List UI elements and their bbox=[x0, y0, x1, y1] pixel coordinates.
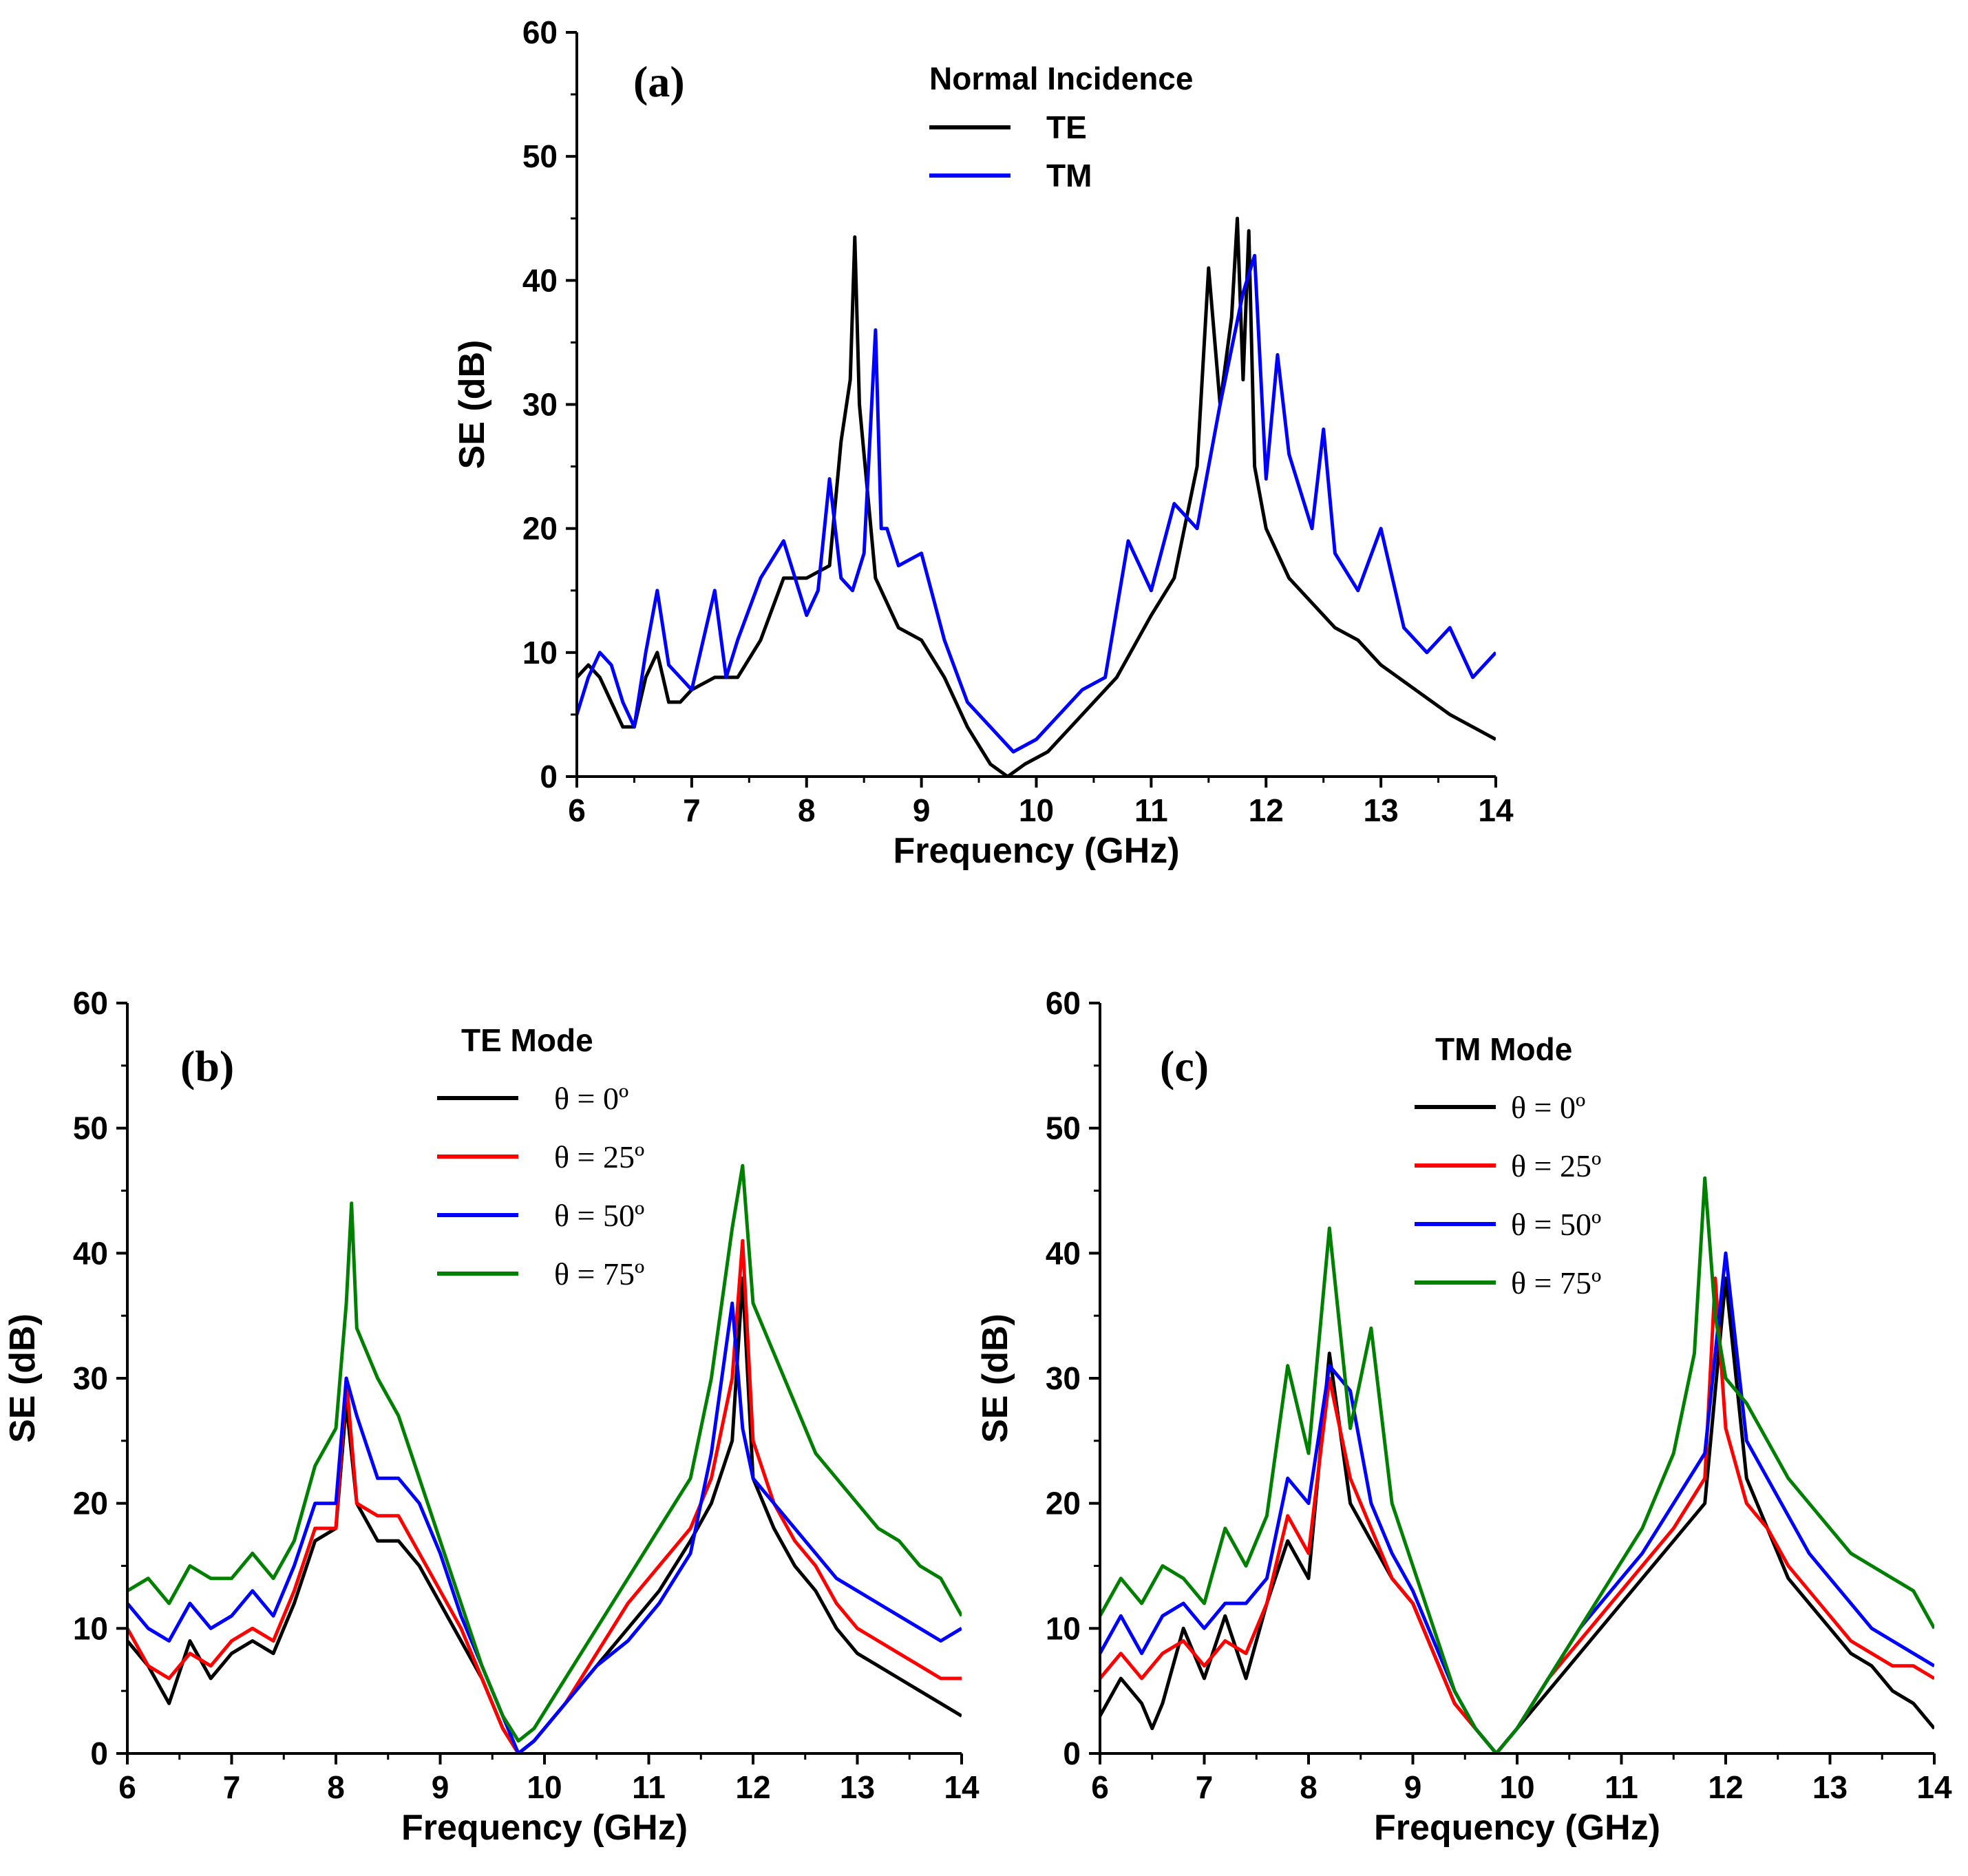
y-tick-label: 50 bbox=[73, 1110, 108, 1146]
x-tick-label: 6 bbox=[568, 792, 586, 828]
x-tick-label: 14 bbox=[1478, 792, 1514, 828]
series-line-2 bbox=[577, 253, 1496, 754]
x-tick-label: 11 bbox=[632, 1769, 666, 1805]
x-tick-label: 10 bbox=[527, 1769, 562, 1805]
panel-label: (a) bbox=[633, 57, 685, 106]
series-line-2 bbox=[127, 1239, 962, 1753]
series-line-1 bbox=[577, 216, 1496, 777]
y-tick-label: 60 bbox=[73, 985, 108, 1021]
legend: TE Mode θ = 0º θ = 25º θ = 50º θ = 75º bbox=[437, 1022, 644, 1292]
legend-entry-label: θ = 0º bbox=[1511, 1090, 1585, 1125]
y-tick-label: 50 bbox=[1046, 1110, 1081, 1146]
x-axis-title: Frequency (GHz) bbox=[893, 831, 1179, 871]
y-tick-label: 60 bbox=[522, 14, 558, 50]
panel-label: (c) bbox=[1160, 1042, 1209, 1090]
y-tick-label: 10 bbox=[522, 635, 558, 671]
x-tick-label: 9 bbox=[432, 1769, 449, 1805]
y-tick-label: 50 bbox=[522, 138, 558, 174]
y-tick-label: 60 bbox=[1046, 985, 1081, 1021]
x-tick-label: 12 bbox=[1249, 792, 1284, 828]
y-tick-label: 30 bbox=[522, 387, 558, 423]
y-tick-label: 40 bbox=[1046, 1235, 1081, 1271]
x-tick-label: 7 bbox=[683, 792, 701, 828]
x-tick-label: 10 bbox=[1019, 792, 1054, 828]
x-tick-label: 8 bbox=[798, 792, 816, 828]
series-line-2 bbox=[1100, 1276, 1934, 1753]
y-tick-label: 20 bbox=[73, 1486, 108, 1521]
x-tick-label: 6 bbox=[1091, 1769, 1109, 1805]
x-tick-label: 11 bbox=[1605, 1769, 1638, 1805]
chart-panel-3: 6 7 8 9 10 11 12 13 14 0 10 20 30 40 50 60 Frequency (GH… bbox=[975, 985, 1952, 1848]
legend-entry-label: θ = 50º bbox=[1511, 1207, 1601, 1242]
panel-label: (b) bbox=[180, 1042, 234, 1090]
x-tick-label: 14 bbox=[944, 1769, 980, 1805]
legend-title: Normal Incidence bbox=[929, 61, 1193, 96]
y-tick-label: 10 bbox=[1046, 1610, 1081, 1646]
series-line-4 bbox=[127, 1163, 962, 1743]
x-tick-label: 13 bbox=[840, 1769, 875, 1805]
x-tick-label: 13 bbox=[1364, 792, 1399, 828]
x-tick-label: 7 bbox=[1196, 1769, 1214, 1805]
x-tick-label: 7 bbox=[223, 1769, 241, 1805]
y-tick-label: 10 bbox=[73, 1610, 108, 1646]
y-tick-label: 40 bbox=[522, 262, 558, 298]
y-tick-label: 30 bbox=[1046, 1360, 1081, 1396]
x-tick-label: 12 bbox=[735, 1769, 770, 1805]
series-line-1 bbox=[1100, 1276, 1934, 1753]
y-tick-label: 20 bbox=[522, 511, 558, 547]
legend: Normal Incidence TE TM bbox=[929, 61, 1193, 193]
x-tick-label: 10 bbox=[1499, 1769, 1534, 1805]
legend-title: TE Mode bbox=[461, 1022, 593, 1058]
legend-entry-label: θ = 75º bbox=[554, 1256, 644, 1292]
legend: TM Mode θ = 0º θ = 25º θ = 50º θ = 75º bbox=[1415, 1031, 1601, 1300]
legend-entry-label: θ = 25º bbox=[554, 1139, 644, 1174]
y-tick-label: 0 bbox=[1063, 1736, 1081, 1771]
legend-entry-label: TM bbox=[1046, 158, 1092, 193]
x-axis-title: Frequency (GHz) bbox=[401, 1808, 688, 1848]
x-tick-label: 12 bbox=[1708, 1769, 1743, 1805]
series-line-4 bbox=[1100, 1176, 1934, 1753]
legend-entry-label: θ = 0º bbox=[554, 1081, 628, 1116]
legend-entry-label: θ = 50º bbox=[554, 1198, 644, 1233]
x-tick-label: 6 bbox=[118, 1769, 136, 1805]
y-axis-title: SE (dB) bbox=[975, 1314, 1015, 1443]
series-line-1 bbox=[127, 1276, 962, 1753]
chart-panel-1: 6 7 8 9 10 11 12 13 14 0 10 20 30 40 50 60 Frequency (GH… bbox=[452, 14, 1514, 871]
y-tick-label: 0 bbox=[90, 1736, 108, 1771]
legend-entry-label: θ = 75º bbox=[1511, 1265, 1601, 1300]
y-tick-label: 30 bbox=[73, 1360, 108, 1396]
legend-title: TM Mode bbox=[1435, 1031, 1572, 1067]
legend-entry-label: θ = 25º bbox=[1511, 1148, 1601, 1183]
x-tick-label: 8 bbox=[327, 1769, 345, 1805]
x-tick-label: 8 bbox=[1300, 1769, 1318, 1805]
x-tick-label: 14 bbox=[1916, 1769, 1952, 1805]
x-tick-label: 11 bbox=[1134, 792, 1168, 828]
y-axis-title: SE (dB) bbox=[3, 1314, 43, 1443]
x-axis-title: Frequency (GHz) bbox=[1374, 1808, 1660, 1848]
x-tick-label: 13 bbox=[1812, 1769, 1848, 1805]
y-tick-label: 20 bbox=[1046, 1486, 1081, 1521]
y-axis-title: SE (dB) bbox=[452, 340, 492, 470]
legend-entry-label: TE bbox=[1046, 109, 1087, 145]
y-tick-label: 0 bbox=[540, 759, 558, 794]
chart-panel-2: 6 7 8 9 10 11 12 13 14 0 10 20 30 40 50 60 Frequency (GH… bbox=[3, 985, 980, 1848]
x-tick-label: 9 bbox=[913, 792, 931, 828]
y-tick-label: 40 bbox=[73, 1235, 108, 1271]
x-tick-label: 9 bbox=[1404, 1769, 1422, 1805]
series-line-3 bbox=[127, 1301, 962, 1753]
